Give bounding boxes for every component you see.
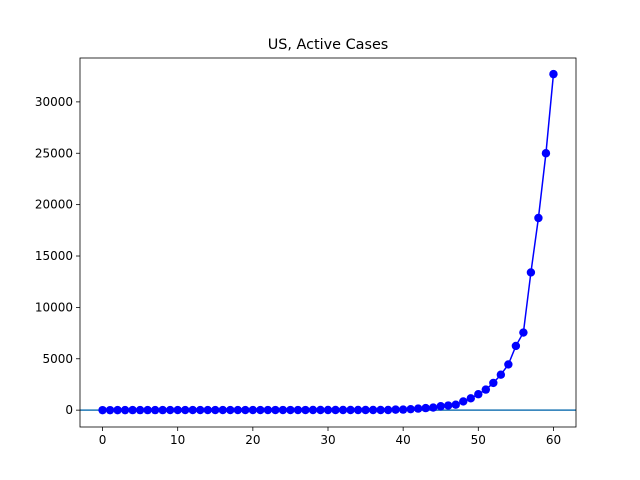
data-point [293,405,303,415]
x-tick-label: 40 [396,433,411,447]
x-tick-label: 50 [471,433,486,447]
data-point [368,405,378,415]
x-tick-label: 10 [170,433,185,447]
data-point [173,405,182,415]
data-point [534,213,543,223]
x-tick-label: 30 [320,433,335,447]
data-point [263,405,273,415]
data-point [143,405,152,415]
data-point [188,405,197,415]
data-point [256,405,265,415]
data-point [120,405,130,415]
data-point [278,405,288,415]
data-point [113,405,122,415]
data-point [165,405,175,415]
data-point [248,405,258,415]
axes: 0 10 20 30 40 50 60 0 5000 10000 15000 20000 25000 30… [35,57,577,447]
data-point [196,405,205,415]
data-point [421,403,430,413]
data-point [211,405,220,415]
series-layer [98,69,558,415]
data-point [391,405,400,414]
x-tick-label: 0 [99,433,107,447]
chart-title: US, Active Cases [268,37,389,53]
data-point [203,405,212,415]
data-point [526,268,536,277]
data-point [233,405,243,415]
data-point [436,402,445,411]
data-point [316,405,325,415]
data-point [181,405,190,415]
x-tick-label: 20 [245,433,260,447]
data-point [413,404,423,413]
data-point [519,328,528,337]
data-point [150,405,160,415]
data-point [98,405,107,415]
data-point [481,385,491,394]
y-tick-label: 15000 [35,249,73,263]
data-point [444,401,453,410]
data-point [271,405,280,415]
data-point [451,400,460,409]
data-point [383,405,393,415]
data-point [338,405,348,415]
y-tick-label: 20000 [35,198,73,212]
data-point [361,405,370,415]
data-point [135,405,145,415]
data-point [308,405,318,415]
data-point [353,405,363,415]
y-tick-label: 25000 [35,146,73,160]
data-point [459,397,468,406]
data-point [549,69,558,79]
y-tick-label: 0 [65,403,73,417]
data-point [105,405,115,415]
data-point [489,378,498,388]
data-point [511,341,521,351]
data-point [496,370,506,379]
data-point [376,405,385,415]
y-tick-label: 5000 [42,352,73,366]
data-point [346,405,355,415]
data-point [541,149,551,158]
data-point [474,390,483,399]
data-point [158,405,167,415]
data-point [226,405,235,415]
data-point [398,405,408,414]
data-point [504,360,513,369]
data-point [241,405,250,415]
data-point [301,405,310,415]
data-point [429,403,438,412]
data-point [286,405,295,415]
data-point [323,405,333,415]
data-point [331,405,340,415]
y-tick-label: 10000 [35,300,73,314]
data-point [128,405,137,415]
data-point [218,405,227,415]
y-tick-label: 30000 [35,95,73,109]
x-tick-label: 60 [546,433,561,447]
data-point [466,394,475,403]
data-point [406,404,415,414]
